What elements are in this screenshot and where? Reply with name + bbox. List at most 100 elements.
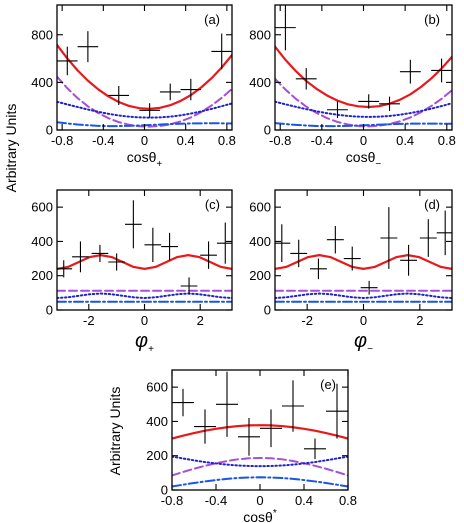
x-tick-label: 0.8 xyxy=(339,493,357,508)
data-point xyxy=(144,227,162,262)
x-tick-label: 0 xyxy=(141,133,148,148)
data-point xyxy=(72,241,89,273)
data-point xyxy=(399,59,421,84)
data-point xyxy=(57,46,78,76)
x-tick-label: -0.4 xyxy=(205,493,227,508)
y-tick-label: 800 xyxy=(249,27,271,42)
y-tick-label: 0 xyxy=(161,483,168,498)
data-point xyxy=(326,226,344,254)
data-points xyxy=(57,31,232,118)
panel-label: (b) xyxy=(424,12,440,27)
x-axis-label: cosθ* xyxy=(243,508,277,523)
data-point xyxy=(358,94,380,109)
x-tick-label: -0.4 xyxy=(311,133,333,148)
panel-label: (a) xyxy=(204,12,220,27)
data-point xyxy=(304,438,326,460)
data-point xyxy=(431,58,452,83)
x-tick-label: 2 xyxy=(197,313,204,328)
y-tick-label: 400 xyxy=(249,234,271,249)
data-points xyxy=(57,200,232,295)
x-tick-label: 0 xyxy=(360,133,367,148)
data-point xyxy=(180,78,202,101)
y-tick-label: 200 xyxy=(249,268,271,283)
data-point xyxy=(180,277,198,295)
data-point xyxy=(419,219,437,257)
y-tick-label: 400 xyxy=(249,75,271,90)
x-tick-label: 0.4 xyxy=(396,133,414,148)
x-tick-label: 2 xyxy=(416,313,423,328)
panel-d: -2 0 2 0 200 400 600 (d) φ− xyxy=(249,189,453,355)
x-tick-label: -0.8 xyxy=(269,133,291,148)
x-tick-label: -2 xyxy=(301,313,313,328)
data-point xyxy=(108,253,126,271)
x-axis-label: φ+ xyxy=(135,330,154,355)
panels: -0.8 -0.4 0 0.4 0.8 0 400 800 (a) cosθ+ -0.8 -0.4 0 0… xyxy=(31,4,456,523)
data-point xyxy=(216,222,232,264)
y-tick-label: 0 xyxy=(46,123,53,138)
data-points xyxy=(275,207,452,295)
x-tick-label: -0.4 xyxy=(92,133,114,148)
x-axis-label: φ− xyxy=(354,330,373,355)
x-tick-label: 0 xyxy=(256,493,263,508)
x-tick-label: -0.8 xyxy=(161,493,183,508)
x-axis-label: cosθ+ xyxy=(127,149,163,170)
data-point xyxy=(275,224,291,262)
y-tick-label: 400 xyxy=(146,414,168,429)
y-tick-label: 600 xyxy=(146,380,168,395)
data-point xyxy=(295,68,317,90)
panel-label: (e) xyxy=(320,377,336,392)
x-tick-label: 0 xyxy=(141,313,148,328)
y-axis-label-bottom: Arbitrary Units xyxy=(107,387,123,476)
x-tick-label: 0.4 xyxy=(177,133,195,148)
y-tick-label: 600 xyxy=(31,200,53,215)
data-point xyxy=(327,101,348,119)
data-point xyxy=(194,409,216,444)
curves xyxy=(275,45,452,128)
data-point xyxy=(139,103,160,118)
panel-label: (d) xyxy=(424,197,440,212)
x-tick-label: 0.8 xyxy=(438,133,456,148)
data-point xyxy=(200,241,217,269)
data-point xyxy=(159,83,181,101)
panel-label: (c) xyxy=(205,197,220,212)
y-tick-label: 0 xyxy=(264,123,271,138)
data-point xyxy=(275,5,296,51)
panel-a: -0.8 -0.4 0 0.4 0.8 0 400 800 (a) cosθ+ xyxy=(31,4,236,170)
curves xyxy=(57,254,232,303)
x-axis-label: cosθ− xyxy=(346,149,382,170)
curves xyxy=(275,254,452,303)
data-point xyxy=(108,85,130,105)
panel-b: -0.8 -0.4 0 0.4 0.8 0 400 800 (b) cosθ− xyxy=(249,4,456,170)
data-point xyxy=(282,380,304,432)
x-tick-label: 0.4 xyxy=(295,493,313,508)
data-point xyxy=(360,280,378,295)
series-dotted-line xyxy=(275,292,452,299)
data-point xyxy=(436,210,452,256)
y-axis-label-top: Arbitrary Units xyxy=(3,104,19,193)
series-dashed-line xyxy=(275,77,452,128)
series-dashdot-line xyxy=(172,476,348,488)
data-points xyxy=(275,5,452,119)
data-point xyxy=(326,383,348,439)
data-point xyxy=(290,239,308,268)
series-dashed-line xyxy=(172,456,348,477)
y-tick-label: 400 xyxy=(31,234,53,249)
data-point xyxy=(380,207,398,269)
y-tick-label: 0 xyxy=(264,303,271,318)
data-point xyxy=(216,371,238,437)
data-point xyxy=(172,388,194,417)
y-tick-label: 200 xyxy=(146,448,168,463)
data-point xyxy=(77,31,99,63)
panel-c: -2 0 2 0 200 400 600 (c) φ+ xyxy=(31,189,233,355)
y-tick-label: 0 xyxy=(46,303,53,318)
series-dotted-line xyxy=(57,100,232,119)
series-solid-line xyxy=(172,424,348,440)
data-point xyxy=(161,232,178,261)
x-tick-label: -2 xyxy=(83,313,95,328)
panel-e: -0.8 -0.4 0 0.4 0.8 0 200 400 600 (e) cosθ* xyxy=(146,369,357,523)
y-tick-label: 400 xyxy=(31,75,53,90)
y-tick-label: 200 xyxy=(31,268,53,283)
data-point xyxy=(238,418,260,456)
data-point xyxy=(343,246,361,271)
